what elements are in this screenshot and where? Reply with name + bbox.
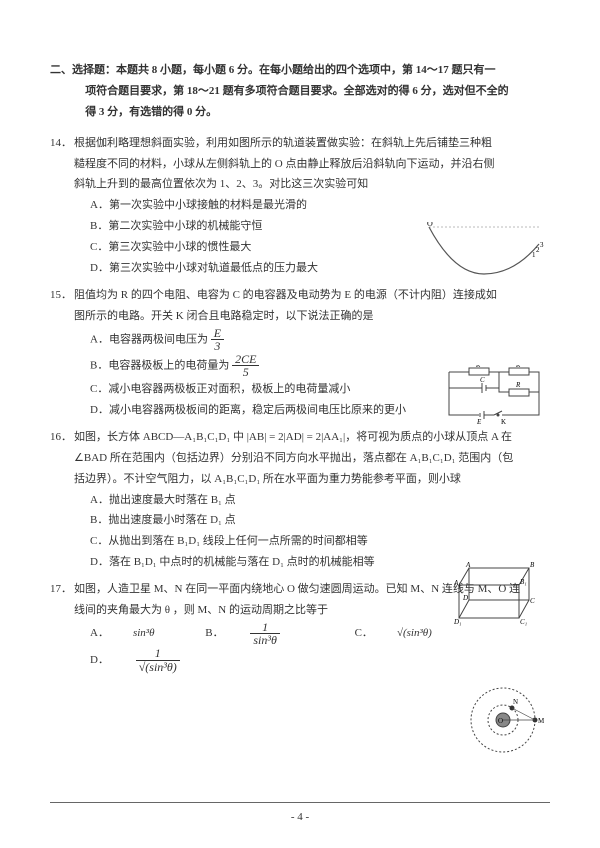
q17-b-frac: 1 sin³θ xyxy=(250,621,304,647)
figure-q17: O N M xyxy=(468,680,548,760)
q15-stem-1: 阻值均为 R 的四个电阻、电容为 C 的电容器及电动势为 E 的电源（不计内阻）… xyxy=(74,285,550,306)
fig16-d: D xyxy=(462,594,468,602)
q15-a-frac: E 3 xyxy=(211,327,224,353)
q17-c-pre: C． xyxy=(355,623,373,644)
page: 二、选择题：本题共 8 小题，每小题 6 分。在每小题给出的四个选项中，第 14… xyxy=(0,0,600,848)
frac-num: 2CE xyxy=(232,353,259,367)
fig15-c: C xyxy=(480,376,485,384)
q17-c-val: √(sin³θ) xyxy=(397,623,432,644)
q17-opt-a: A． sin³θ xyxy=(90,623,179,644)
q14-number: 14． xyxy=(50,133,72,154)
q16-opt-c: C．从抛出到落在 B₁D₁ 线段上任何一点所需的时间都相等 xyxy=(90,531,550,552)
q16-stem-1: 如图，长方体 ABCD—A₁B₁C₁D₁ 中 |AB| = 2|AD| = 2|… xyxy=(74,427,550,448)
fig14-o: O xyxy=(427,222,433,228)
frac-den: sin³θ xyxy=(250,634,280,647)
q17-opt-b: B． 1 sin³θ xyxy=(205,621,328,647)
header-line-2: 项符合题目要求，第 18～21 题有多项符合题目要求。全部选对的得 6 分，选对… xyxy=(50,81,550,102)
q15-stem-2: 图所示的电路。开关 K 闭合且电路稳定时，以下说法正确的是 xyxy=(74,306,550,327)
q16-stem-3: 括边界）。不计空气阻力，以 A₁B₁C₁D₁ 所在水平面为重力势能参考平面，则小… xyxy=(74,469,550,490)
fig16-b: B xyxy=(530,561,535,569)
figure-q16: A B C D A₁ B₁ C₁ D₁ xyxy=(454,560,544,635)
q17-number: 17． xyxy=(50,579,72,600)
section-header: 二、选择题：本题共 8 小题，每小题 6 分。在每小题给出的四个选项中，第 14… xyxy=(50,60,550,123)
fig15-e: E xyxy=(476,418,482,425)
page-footer: - 4 - xyxy=(50,802,550,828)
question-16: 16． 如图，长方体 ABCD—A₁B₁C₁D₁ 中 |AB| = 2|AD| … xyxy=(50,427,550,573)
q14-stem-1: 根据伽利略理想斜面实验，利用如图所示的轨道装置做实验：在斜轨上先后铺垫三种粗 xyxy=(74,133,550,154)
q17-opt-c: C． √(sin³θ) xyxy=(355,623,456,644)
frac-num: E xyxy=(211,327,224,341)
q14-stem-2: 糙程度不同的材料，小球从左侧斜轨上的 O 点由静止释放后沿斜轨向下运动，并沿右侧 xyxy=(74,154,550,175)
frac-den: √(sin³θ) xyxy=(136,661,180,674)
q15-b-text: B．电容器极板上的电荷量为 xyxy=(90,360,229,372)
header-line-1: 二、选择题：本题共 8 小题，每小题 6 分。在每小题给出的四个选项中，第 14… xyxy=(50,60,550,81)
q16-number: 16． xyxy=(50,427,72,448)
q17-a-val: sin³θ xyxy=(133,623,155,644)
q14-stem-3: 斜轨上升到的最高位置依次为 1、2、3。对比这三次实验可知 xyxy=(74,174,550,195)
q15-a-text: A．电容器两极间电压为 xyxy=(90,333,208,345)
q17-a-pre: A． xyxy=(90,623,109,644)
fig14-3: 3 xyxy=(540,241,544,249)
fig17-o: O xyxy=(498,717,503,725)
fig15-k: K xyxy=(501,418,506,425)
q16-opt-a: A．抛出速度最大时落在 B₁ 点 xyxy=(90,490,550,511)
q15-b-frac: 2CE 5 xyxy=(232,353,259,379)
figure-q15: R R C R E K xyxy=(444,365,544,425)
fig16-c1: C₁ xyxy=(520,618,527,626)
frac-den: 5 xyxy=(232,366,259,379)
fig16-c: C xyxy=(530,597,535,605)
header-line-3: 得 3 分，有选错的得 0 分。 xyxy=(50,102,550,123)
q16-opt-b: B．抛出速度最小时落在 D₁ 点 xyxy=(90,510,550,531)
q17-b-pre: B． xyxy=(205,623,223,644)
footer-rule xyxy=(50,802,550,803)
q14-opt-a: A．第一次实验中小球接触的材料是最光滑的 xyxy=(90,195,550,216)
frac-num: 1 xyxy=(136,647,180,661)
q17-d-pre: D． xyxy=(90,650,109,671)
fig15-r2: R xyxy=(515,365,521,369)
fig16-a: A xyxy=(465,561,471,569)
frac-den: 3 xyxy=(211,340,224,353)
fig16-b1: B₁ xyxy=(520,578,527,586)
figure-q14: O 1 2 3 xyxy=(424,222,544,277)
q15-number: 15． xyxy=(50,285,72,306)
fig16-d1: D₁ xyxy=(454,618,462,626)
fig16-a1: A₁ xyxy=(454,579,461,587)
q17-d-frac: 1 √(sin³θ) xyxy=(136,647,204,673)
fig15-r3: R xyxy=(515,381,521,389)
q17-opt-d: D． 1 √(sin³θ) xyxy=(90,647,228,673)
fig17-n: N xyxy=(513,698,518,706)
frac-num: 1 xyxy=(250,621,280,635)
fig15-r1: R xyxy=(475,365,481,369)
q16-stem-2: ∠BAD 所在范围内（包括边界）分别沿不同方向水平抛出，落点都在 A₁B₁C₁D… xyxy=(74,448,550,469)
page-number: - 4 - xyxy=(291,811,309,823)
fig17-m: M xyxy=(538,717,545,725)
q15-opt-a: A．电容器两极间电压为 E 3 xyxy=(90,327,550,353)
